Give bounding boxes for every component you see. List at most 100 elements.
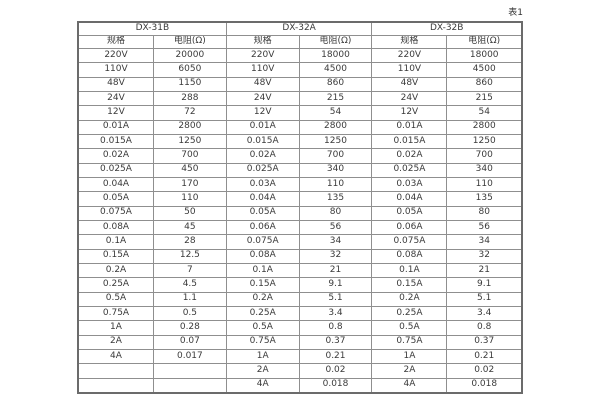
resistance-cell: 72	[152, 105, 227, 121]
spec-cell: 1A	[77, 320, 154, 336]
spec-cell: 4A	[371, 377, 448, 394]
resistance-cell: 135	[446, 191, 523, 207]
resistance-cell: 9.1	[446, 277, 523, 293]
resistance-cell: 860	[446, 76, 523, 92]
spec-cell: 0.025A	[225, 162, 300, 178]
resistance-spec-table: DX-31B DX-32A DX-32B 规格 电阻(Ω) 规格 电阻(Ω) 规…	[77, 21, 523, 394]
resistance-cell: 50	[152, 205, 227, 221]
resistance-cell: 5.1	[298, 291, 373, 307]
spec-cell: 0.2A	[371, 291, 448, 307]
spec-cell: 0.5A	[371, 320, 448, 336]
resistance-cell: 0.28	[152, 320, 227, 336]
group-header-dx32a: DX-32A	[225, 21, 373, 36]
spec-cell: 0.5A	[225, 320, 300, 336]
table-row: 0.75A 0.5 0.25A 3.4 0.25A 3.4	[77, 305, 523, 322]
spec-cell: 0.015A	[225, 133, 300, 150]
resistance-cell: 3.4	[298, 305, 373, 322]
resistance-cell: 135	[298, 191, 373, 207]
table-row: 0.15A 12.5 0.08A 32 0.08A 32	[77, 248, 523, 264]
resistance-cell: 110	[446, 176, 523, 193]
spec-cell: 0.025A	[77, 162, 154, 178]
resistance-cell: 28	[152, 234, 227, 250]
spec-cell: 0.025A	[371, 162, 448, 178]
resistance-column-header: 电阻(Ω)	[152, 35, 227, 49]
resistance-cell: 1250	[152, 133, 227, 150]
spec-cell: 0.5A	[77, 291, 154, 307]
spec-cell: 0.02A	[225, 148, 300, 164]
spec-cell: 0.075A	[371, 234, 448, 250]
table-row: 0.5A 1.1 0.2A 5.1 0.2A 5.1	[77, 291, 523, 307]
resistance-cell: 56	[298, 219, 373, 236]
resistance-cell: 6050	[152, 62, 227, 78]
spec-cell	[77, 363, 154, 379]
resistance-cell: 1250	[446, 133, 523, 150]
table-caption: 表1	[508, 8, 523, 18]
spec-cell: 12V	[225, 105, 300, 121]
spec-cell: 0.075A	[77, 205, 154, 221]
resistance-cell: 18000	[298, 47, 373, 64]
group-header-dx31b: DX-31B	[77, 21, 227, 36]
table-row: 110V 6050 110V 4500 110V 4500	[77, 62, 523, 78]
resistance-cell: 54	[446, 105, 523, 121]
resistance-cell: 700	[152, 148, 227, 164]
resistance-column-header: 电阻(Ω)	[446, 35, 523, 49]
resistance-cell: 110	[298, 176, 373, 193]
resistance-cell: 0.018	[298, 377, 373, 394]
spec-cell: 0.15A	[225, 277, 300, 293]
table-row: 0.015A 1250 0.015A 1250 0.015A 1250	[77, 133, 523, 150]
resistance-cell: 0.8	[446, 320, 523, 336]
spec-cell: 220V	[77, 47, 154, 64]
spec-cell: 0.075A	[225, 234, 300, 250]
group-header-dx32b: DX-32B	[371, 21, 523, 36]
resistance-cell: 2800	[298, 119, 373, 135]
spec-cell: 0.03A	[371, 176, 448, 193]
resistance-cell: 700	[298, 148, 373, 164]
resistance-cell: 288	[152, 90, 227, 107]
spec-cell: 48V	[77, 76, 154, 92]
spec-cell: 0.015A	[77, 133, 154, 150]
resistance-cell: 0.07	[152, 334, 227, 350]
spec-cell: 0.15A	[371, 277, 448, 293]
spec-cell: 0.2A	[225, 291, 300, 307]
resistance-cell: 0.018	[446, 377, 523, 394]
resistance-cell: 12.5	[152, 248, 227, 264]
spec-cell: 0.08A	[77, 219, 154, 236]
resistance-cell: 20000	[152, 47, 227, 64]
resistance-cell: 700	[446, 148, 523, 164]
resistance-cell: 110	[152, 191, 227, 207]
resistance-cell: 340	[298, 162, 373, 178]
spec-cell: 0.06A	[225, 219, 300, 236]
spec-cell: 0.1A	[77, 234, 154, 250]
spec-cell: 0.1A	[371, 262, 448, 279]
resistance-cell: 450	[152, 162, 227, 178]
spec-cell: 48V	[225, 76, 300, 92]
resistance-cell: 4500	[298, 62, 373, 78]
spec-cell: 0.25A	[225, 305, 300, 322]
spec-cell: 0.75A	[225, 334, 300, 350]
resistance-cell: 1.1	[152, 291, 227, 307]
table-row: 0.2A 7 0.1A 21 0.1A 21	[77, 262, 523, 279]
spec-column-header: 规格	[77, 35, 154, 49]
spec-cell	[77, 377, 154, 394]
table-row: 0.02A 700 0.02A 700 0.02A 700	[77, 148, 523, 164]
table-row: 0.025A 450 0.025A 340 0.025A 340	[77, 162, 523, 178]
table-row: 4A 0.017 1A 0.21 1A 0.21	[77, 348, 523, 365]
resistance-cell: 80	[298, 205, 373, 221]
table-row: 24V 288 24V 215 24V 215	[77, 90, 523, 107]
spec-cell: 0.75A	[77, 305, 154, 322]
resistance-cell: 340	[446, 162, 523, 178]
resistance-cell: 80	[446, 205, 523, 221]
table-row: 0.05A 110 0.04A 135 0.04A 135	[77, 191, 523, 207]
resistance-cell: 34	[446, 234, 523, 250]
resistance-cell: 0.8	[298, 320, 373, 336]
spec-cell: 0.015A	[371, 133, 448, 150]
spec-cell: 0.04A	[77, 176, 154, 193]
spec-cell: 0.25A	[371, 305, 448, 322]
resistance-cell: 0.017	[152, 348, 227, 365]
resistance-cell: 215	[298, 90, 373, 107]
resistance-cell: 32	[298, 248, 373, 264]
resistance-cell: 0.21	[446, 348, 523, 365]
spec-cell: 12V	[371, 105, 448, 121]
resistance-cell	[152, 363, 227, 379]
spec-cell: 0.04A	[371, 191, 448, 207]
